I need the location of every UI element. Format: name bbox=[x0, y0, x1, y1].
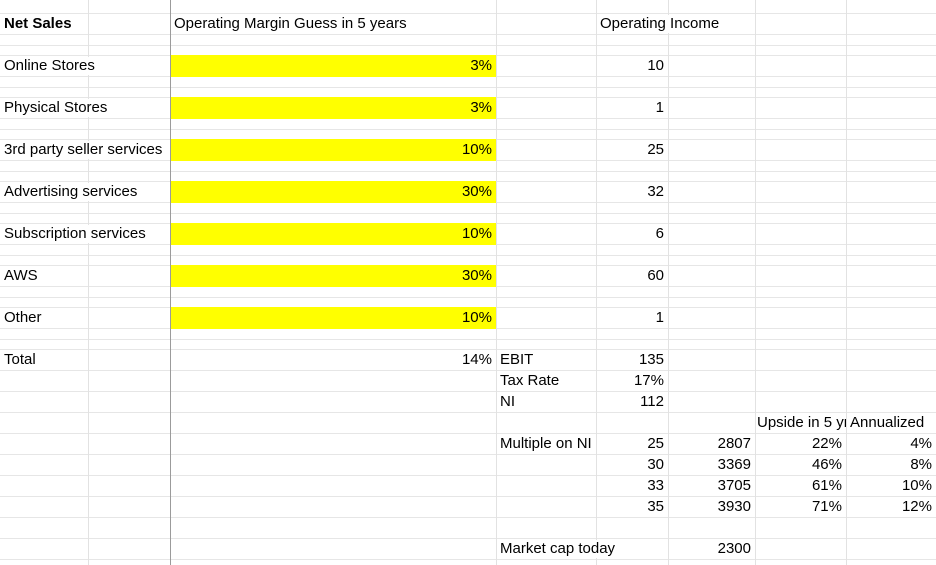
gridline-horizontal bbox=[0, 475, 936, 476]
gridline-horizontal bbox=[0, 160, 936, 161]
cell-multiple-25[interactable]: 25 bbox=[647, 434, 664, 452]
gridline-horizontal bbox=[0, 370, 936, 371]
cell-tax-rate-value[interactable]: 17% bbox=[633, 371, 664, 389]
gridline-horizontal bbox=[0, 118, 936, 119]
gridline-horizontal bbox=[0, 86, 936, 88]
highlighted-cell-fill bbox=[171, 306, 496, 329]
gridline-horizontal bbox=[0, 34, 936, 35]
gridline-horizontal bbox=[0, 559, 936, 560]
cell-value-25[interactable]: 2807 bbox=[717, 434, 751, 452]
gridline-horizontal bbox=[0, 454, 936, 455]
cell-subscription-label[interactable]: Subscription services bbox=[4, 224, 146, 243]
gridline-horizontal bbox=[0, 349, 936, 350]
cell-advertising-label[interactable]: Advertising services bbox=[4, 182, 138, 201]
highlighted-cell-fill bbox=[171, 96, 496, 119]
gridline-horizontal bbox=[0, 328, 936, 329]
cell-annualized-35[interactable]: 12% bbox=[901, 497, 932, 515]
cell-other-margin[interactable]: 10% bbox=[461, 308, 492, 326]
gridline-horizontal bbox=[0, 244, 936, 245]
gridline-horizontal bbox=[0, 433, 936, 434]
cell-value-35[interactable]: 3930 bbox=[717, 497, 751, 515]
gridline-horizontal bbox=[0, 286, 936, 287]
cell-ni-value[interactable]: 112 bbox=[640, 392, 664, 410]
highlighted-cell-fill bbox=[171, 264, 496, 287]
gridline-horizontal bbox=[0, 338, 936, 340]
cell-online-stores-margin[interactable]: 3% bbox=[470, 56, 492, 74]
cell-total-label[interactable]: Total bbox=[4, 350, 36, 369]
cell-multiple-on-ni-label[interactable]: Multiple on NI bbox=[500, 434, 592, 453]
cell-annualized-30[interactable]: 8% bbox=[910, 455, 932, 473]
cell-other-income[interactable]: 1 bbox=[655, 308, 664, 326]
cell-subscription-income[interactable]: 6 bbox=[655, 224, 664, 242]
cell-advertising-income[interactable]: 32 bbox=[647, 182, 664, 200]
cell-aws-label[interactable]: AWS bbox=[4, 266, 38, 285]
cell-upside-header[interactable]: Upside in 5 yrs bbox=[757, 413, 846, 432]
gridline-horizontal bbox=[0, 13, 936, 14]
gridline-horizontal bbox=[0, 212, 936, 214]
cell-multiple-35[interactable]: 35 bbox=[647, 497, 664, 515]
cell-online-stores-income[interactable]: 10 bbox=[647, 56, 664, 74]
gridline-vertical bbox=[668, 0, 669, 565]
gridline-horizontal bbox=[0, 412, 936, 413]
cell-aws-income[interactable]: 60 bbox=[647, 266, 664, 284]
cell-ni-label[interactable]: NI bbox=[500, 392, 515, 411]
gridline-vertical bbox=[846, 0, 847, 565]
cell-operating-margin-header[interactable]: Operating Margin Guess in 5 years bbox=[174, 14, 407, 33]
gridline-horizontal bbox=[0, 517, 936, 518]
highlighted-cell-fill bbox=[171, 54, 496, 77]
gridline-horizontal bbox=[0, 202, 936, 203]
cell-upside-35[interactable]: 71% bbox=[811, 497, 842, 515]
highlighted-cell-fill bbox=[171, 138, 496, 161]
cell-market-cap-value[interactable]: 2300 bbox=[717, 539, 751, 557]
cell-online-stores-label[interactable]: Online Stores bbox=[4, 56, 95, 75]
gridline-vertical bbox=[596, 0, 597, 565]
cell-subscription-margin[interactable]: 10% bbox=[461, 224, 492, 242]
gridline-vertical bbox=[88, 0, 89, 565]
gridline-horizontal bbox=[0, 496, 936, 497]
gridline-horizontal bbox=[0, 254, 936, 256]
cell-upside-33[interactable]: 61% bbox=[811, 476, 842, 494]
gridline-horizontal bbox=[0, 44, 936, 46]
cell-market-cap-label[interactable]: Market cap today bbox=[500, 539, 616, 558]
cell-other-label[interactable]: Other bbox=[4, 308, 42, 327]
cell-multiple-33[interactable]: 33 bbox=[647, 476, 664, 494]
cell-aws-margin[interactable]: 30% bbox=[461, 266, 492, 284]
cell-3rd-party-label[interactable]: 3rd party seller services bbox=[4, 140, 163, 159]
cell-tax-rate-label[interactable]: Tax Rate bbox=[500, 371, 560, 390]
cell-annualized-header[interactable]: Annualized bbox=[850, 413, 925, 432]
column-separator-dark-line bbox=[170, 0, 171, 565]
gridline-vertical bbox=[755, 0, 756, 565]
gridline-horizontal bbox=[0, 296, 936, 298]
cell-ebit-value[interactable]: 135 bbox=[638, 350, 664, 368]
cell-3rd-party-income[interactable]: 25 bbox=[647, 140, 664, 158]
cell-value-33[interactable]: 3705 bbox=[717, 476, 751, 494]
cell-physical-stores-income[interactable]: 1 bbox=[655, 98, 664, 116]
cell-physical-stores-label[interactable]: Physical Stores bbox=[4, 98, 108, 117]
cell-upside-25[interactable]: 22% bbox=[811, 434, 842, 452]
gridline-horizontal bbox=[0, 538, 936, 539]
gridline-vertical bbox=[496, 0, 497, 565]
gridline-horizontal bbox=[0, 128, 936, 130]
gridline-horizontal bbox=[0, 76, 936, 77]
cell-ebit-label[interactable]: EBIT bbox=[500, 350, 534, 369]
cell-advertising-margin[interactable]: 30% bbox=[461, 182, 492, 200]
cell-multiple-30[interactable]: 30 bbox=[647, 455, 664, 473]
cell-net-sales-header[interactable]: Net Sales bbox=[4, 14, 72, 33]
gridline-horizontal bbox=[0, 170, 936, 172]
cell-annualized-33[interactable]: 10% bbox=[901, 476, 932, 494]
cell-physical-stores-margin[interactable]: 3% bbox=[470, 98, 492, 116]
cell-upside-30[interactable]: 46% bbox=[811, 455, 842, 473]
cell-operating-income-header[interactable]: Operating Income bbox=[600, 14, 720, 33]
highlighted-cell-fill bbox=[171, 180, 496, 203]
cell-annualized-25[interactable]: 4% bbox=[910, 434, 932, 452]
gridline-horizontal bbox=[0, 391, 936, 392]
cell-3rd-party-margin[interactable]: 10% bbox=[461, 140, 492, 158]
cell-value-30[interactable]: 3369 bbox=[717, 455, 751, 473]
highlighted-cell-fill bbox=[171, 222, 496, 245]
cell-total-margin[interactable]: 14% bbox=[461, 350, 492, 368]
